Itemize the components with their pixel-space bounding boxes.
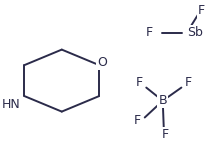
Text: F: F bbox=[146, 26, 153, 39]
Text: B: B bbox=[159, 94, 167, 107]
Text: F: F bbox=[134, 114, 141, 127]
Text: F: F bbox=[136, 76, 143, 89]
Text: F: F bbox=[198, 4, 205, 17]
Text: O: O bbox=[97, 55, 107, 69]
Text: HN: HN bbox=[2, 98, 21, 111]
Text: F: F bbox=[161, 128, 168, 141]
Text: F: F bbox=[184, 76, 192, 89]
Text: Sb: Sb bbox=[187, 26, 203, 39]
